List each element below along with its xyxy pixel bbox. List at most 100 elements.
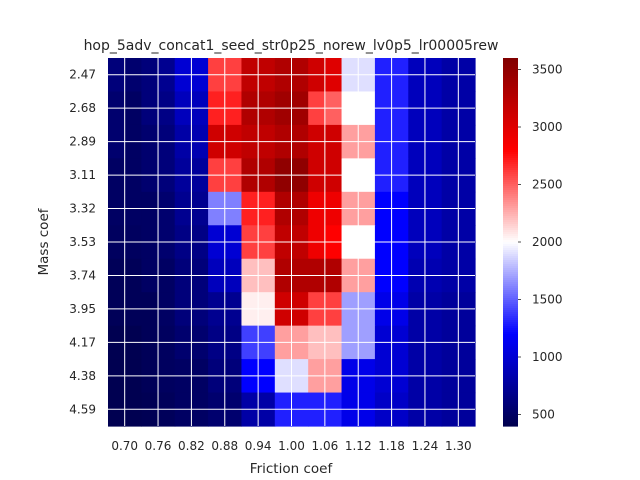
heatmap-cell [108,175,126,193]
heatmap-cell [391,375,409,394]
heatmap-cell [208,308,226,327]
x-tick-label: 0.76 [145,439,172,453]
heatmap-cell [258,409,276,427]
colorbar-segment [503,122,518,125]
y-tick-label: 2.47 [69,68,96,82]
heatmap-cell [158,375,176,394]
heatmap-cell [424,191,443,210]
heatmap-cell [324,191,343,210]
colorbar-segment [503,120,518,123]
heatmap-cell [341,359,359,377]
heatmap-cell [324,124,343,143]
colorbar-segment [503,274,518,277]
heatmap-cell [341,292,359,310]
heatmap-cell [408,175,426,193]
heatmap-cell [408,158,426,176]
heatmap-cell [291,225,309,243]
heatmap-cell [441,359,459,377]
heatmap-cell [441,74,459,93]
heatmap-cell [108,225,126,243]
heatmap-cell [141,359,159,377]
colorbar-segment [503,384,518,387]
heatmap-cell [158,74,176,93]
heatmap-cell [124,108,142,126]
heatmap-cell [158,392,176,410]
heatmap-cell [108,359,126,377]
colorbar-segment [503,228,518,231]
colorbar-segment [503,232,518,235]
heatmap-cell [458,308,476,327]
heatmap-cell [124,208,142,226]
heatmap-cell [191,91,209,109]
heatmap-cell [274,392,293,410]
heatmap-cell [241,58,259,76]
colorbar-segment [503,260,518,263]
heatmap-cell [341,308,359,327]
heatmap-cell [258,124,276,143]
heatmap-cell [441,225,459,243]
colorbar-segment [503,136,518,139]
heatmap-cell [441,191,459,210]
colorbar-segment [503,242,518,245]
heatmap-cell [141,91,159,109]
colorbar-segment [503,100,518,103]
heatmap-cell [308,392,326,410]
heatmap-cell [224,258,243,277]
heatmap-cell [158,292,176,310]
colorbar-segment [503,358,518,361]
heatmap-cell [224,325,243,343]
colorbar-segment [503,372,518,375]
heatmap-cell [258,242,276,260]
colorbar-segment [503,126,518,129]
heatmap-cell [174,292,193,310]
colorbar-segment [503,394,518,397]
heatmap-cell [174,225,193,243]
heatmap-cell [191,191,209,210]
heatmap-cell [424,225,443,243]
heatmap-cell [374,225,393,243]
heatmap-cell [191,58,209,76]
heatmap-cell [374,392,393,410]
heatmap-cell [374,158,393,176]
y-tick-label: 2.89 [69,135,96,149]
heatmap-cell [258,191,276,210]
colorbar-segment [503,154,518,157]
heatmap-cells [108,58,476,427]
heatmap-cell [291,392,309,410]
colorbar-segment [503,160,518,163]
heatmap-cell [424,359,443,377]
heatmap-cell [274,292,293,310]
colorbar-segment [503,170,518,173]
heatmap-cell [208,292,226,310]
colorbar-segment [503,412,518,415]
heatmap-cell [391,124,409,143]
heatmap-cell [291,175,309,193]
heatmap-cell [408,242,426,260]
heatmap-cell [458,175,476,193]
heatmap-cell [308,292,326,310]
heatmap-cell [108,375,126,394]
heatmap-cell [358,91,376,109]
colorbar-segment [503,272,518,275]
heatmap-cell [191,208,209,226]
colorbar-segment [503,312,518,315]
heatmap-cell [224,124,243,143]
colorbar-tick-label: 1500 [532,293,563,307]
heatmap-cell [224,58,243,76]
colorbar-segment [503,238,518,241]
colorbar-segment [503,284,518,287]
heatmap-cell [158,58,176,76]
heatmap-cell [274,91,293,109]
heatmap-cell [458,392,476,410]
heatmap-cell [391,275,409,293]
heatmap-cell [324,409,343,427]
heatmap-cell [158,158,176,176]
heatmap-cell [191,225,209,243]
x-tick-label: 0.88 [211,439,238,453]
colorbar-segment [503,230,518,233]
colorbar-segment [503,92,518,95]
colorbar-segment [503,276,518,279]
heatmap-cell [258,292,276,310]
heatmap-cell [208,409,226,427]
